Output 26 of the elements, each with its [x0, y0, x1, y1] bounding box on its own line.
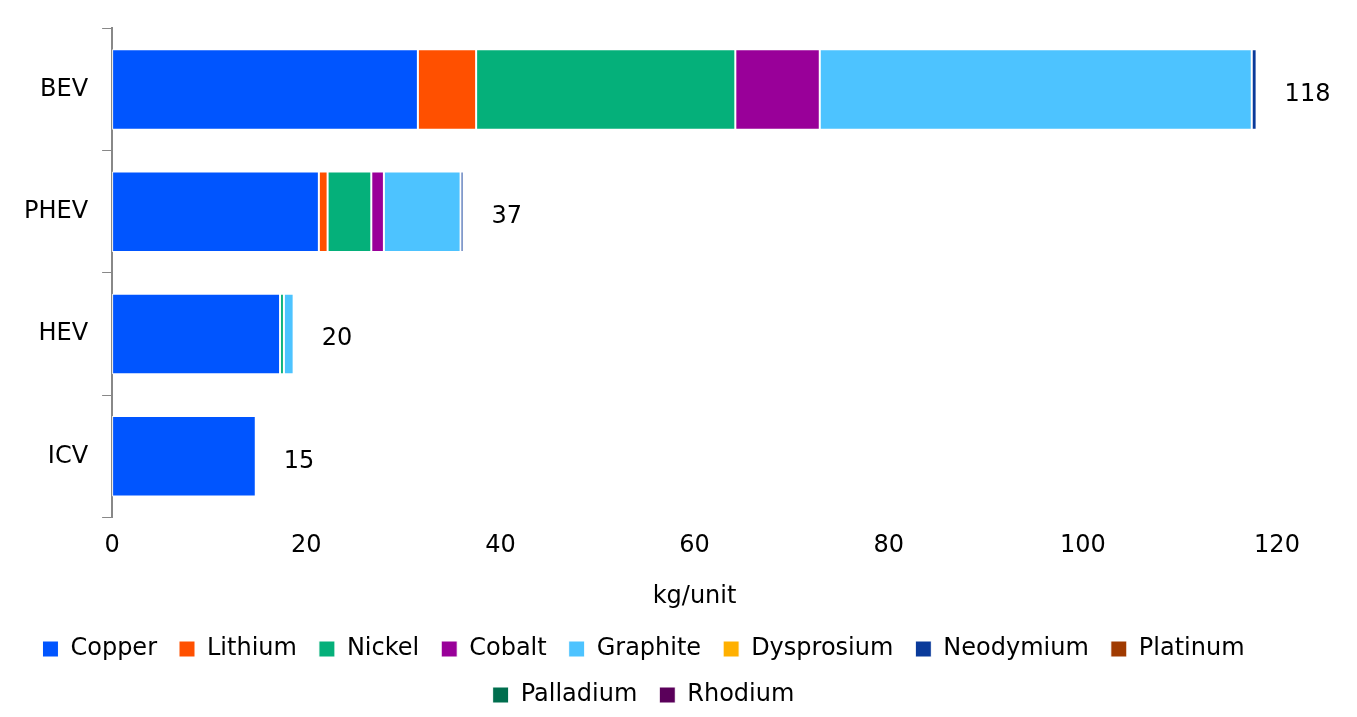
- legend-label: Dysprosium: [751, 633, 894, 662]
- x-tick-label: 0: [104, 530, 120, 559]
- total-label: 20: [321, 323, 353, 352]
- legend-label: Rhodium: [687, 679, 795, 708]
- total-label: 37: [491, 201, 523, 230]
- legend-label: Platinum: [1138, 633, 1245, 662]
- x-axis-title: kg/unit: [652, 580, 737, 609]
- x-tick-label: 100: [1059, 530, 1106, 559]
- x-tick-label: 60: [679, 530, 710, 559]
- legend-label: Graphite: [596, 633, 702, 662]
- legend-label: Lithium: [207, 633, 297, 662]
- x-tick-label: 20: [290, 530, 322, 559]
- legend-label: Nickel: [346, 633, 420, 662]
- legend-label: Palladium: [520, 679, 638, 708]
- legend-label: Neodymium: [943, 633, 1089, 662]
- x-tick-label: 120: [1254, 530, 1300, 559]
- legend-label: Cobalt: [469, 633, 547, 662]
- y-tick-label: BEV: [40, 73, 89, 102]
- total-label: 118: [1284, 78, 1331, 107]
- x-tick-label: 80: [873, 530, 904, 559]
- total-label: 15: [283, 445, 315, 474]
- legend-label: Copper: [70, 633, 158, 662]
- y-tick-label: ICV: [47, 440, 89, 469]
- y-tick-label: HEV: [38, 318, 89, 347]
- y-tick-label: PHEV: [23, 196, 89, 225]
- x-tick-label: 40: [485, 530, 516, 559]
